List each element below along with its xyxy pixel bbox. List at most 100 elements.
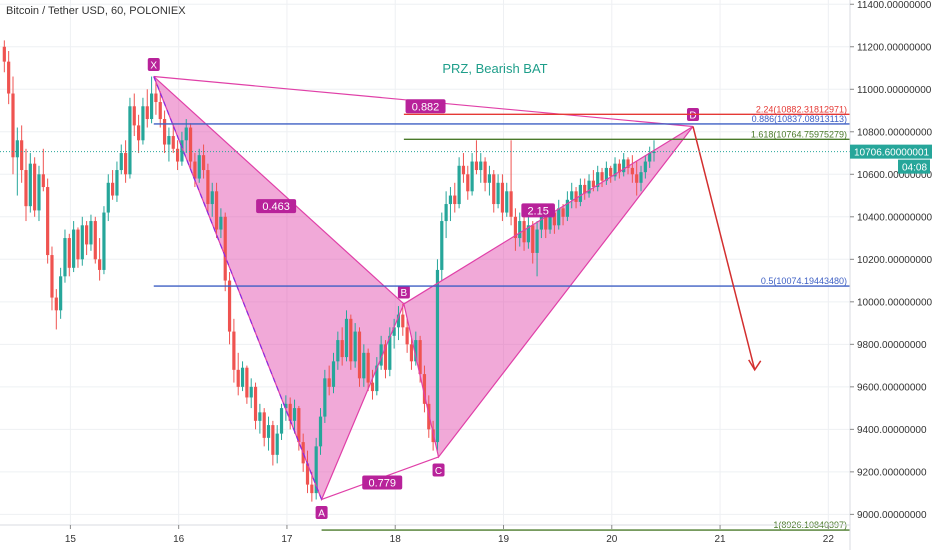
candle-body xyxy=(119,153,123,171)
candle xyxy=(41,148,45,192)
candle xyxy=(54,289,58,330)
candle xyxy=(583,178,587,200)
x-tick-label: 15 xyxy=(65,534,77,545)
candle xyxy=(149,76,154,124)
candle xyxy=(604,161,608,185)
ratio-label: 0.779 xyxy=(362,475,403,490)
candle-body xyxy=(102,212,106,270)
candle xyxy=(50,246,54,311)
candle-body xyxy=(574,191,578,202)
candle-body xyxy=(383,344,388,370)
level-label: 0.5(10074.19443480) xyxy=(761,276,847,286)
y-tick-label: 9800.00000000 xyxy=(857,340,927,351)
bcd-triangle xyxy=(403,126,693,457)
candle-body xyxy=(578,184,582,202)
candle-body xyxy=(54,297,58,311)
candle-body xyxy=(145,106,149,120)
candle xyxy=(440,212,444,281)
candle-body xyxy=(474,161,479,171)
candle-body xyxy=(609,167,613,177)
candle-body xyxy=(106,182,110,213)
xa-dashed-leg xyxy=(153,76,323,500)
candle xyxy=(145,89,149,128)
candle-body xyxy=(184,127,188,141)
candle-body xyxy=(297,408,301,443)
point-label-box xyxy=(315,505,328,519)
candle-body xyxy=(639,172,643,183)
candle-body xyxy=(28,163,32,207)
candle xyxy=(236,352,240,396)
point-label-text: A xyxy=(318,508,325,519)
x-tick-label: 22 xyxy=(823,534,835,545)
candle xyxy=(401,303,405,336)
candle-body xyxy=(544,216,548,230)
candle xyxy=(617,159,621,179)
point-label-x: X xyxy=(147,58,160,72)
candle-body xyxy=(76,229,80,260)
ratio-label: 2.15 xyxy=(521,203,555,218)
candle-body xyxy=(401,314,405,328)
candle xyxy=(344,310,349,362)
candle-body xyxy=(435,269,440,443)
candle-body xyxy=(487,174,492,183)
candle-body xyxy=(414,340,418,362)
xb-leg xyxy=(153,76,405,305)
point-label-text: C xyxy=(435,466,442,477)
candle-body xyxy=(124,153,128,175)
candle-body xyxy=(175,148,180,162)
candle xyxy=(587,174,591,198)
candle xyxy=(102,206,106,275)
candle-body xyxy=(457,165,461,205)
candle-body xyxy=(214,191,219,230)
candle xyxy=(89,214,93,251)
ratio-label-box xyxy=(521,203,555,218)
ratio-label-text: 2.15 xyxy=(527,205,548,217)
candle xyxy=(630,155,634,183)
candle-body xyxy=(496,182,500,205)
candle-body xyxy=(219,216,223,230)
candle-body xyxy=(630,167,634,175)
projection-arrow-head xyxy=(748,359,762,372)
x-tick-label: 19 xyxy=(498,534,510,545)
candle xyxy=(353,323,357,368)
candle-body xyxy=(284,403,288,409)
candle-body xyxy=(583,184,587,194)
candle-body xyxy=(357,331,362,379)
candle xyxy=(253,382,258,430)
candle-body xyxy=(617,163,621,173)
candle-body xyxy=(111,182,115,196)
candle-body xyxy=(461,165,466,175)
candle xyxy=(613,157,617,181)
candle-body xyxy=(344,318,349,358)
candle-body xyxy=(93,221,97,260)
candle-body xyxy=(41,174,45,188)
candle-body xyxy=(396,314,401,328)
candle xyxy=(331,352,336,394)
candle xyxy=(500,174,505,222)
candle xyxy=(526,216,531,249)
candle-body xyxy=(362,352,366,379)
point-label-c: C xyxy=(432,463,445,477)
candle-body xyxy=(552,212,556,226)
candle-body xyxy=(310,484,314,494)
candle-body xyxy=(33,163,37,211)
x-tick-label: 17 xyxy=(281,534,293,545)
candle-body xyxy=(271,425,275,455)
candle xyxy=(175,140,180,171)
candle-body xyxy=(240,367,245,387)
candle xyxy=(201,144,206,179)
candle-body xyxy=(522,221,526,243)
x-tick-label: 20 xyxy=(606,534,618,545)
candle xyxy=(379,335,383,370)
level-label: 1.618(10764.75975279) xyxy=(751,129,847,139)
candle-body xyxy=(505,191,509,213)
candle xyxy=(279,403,284,440)
candle xyxy=(171,123,175,154)
candle xyxy=(7,51,11,105)
candle xyxy=(474,140,479,175)
candle-body xyxy=(15,140,19,158)
pattern-layer: X A B C D 0.463 0.779 0.882 2.15 xyxy=(147,58,699,519)
candle xyxy=(578,178,582,207)
candle xyxy=(509,140,513,226)
